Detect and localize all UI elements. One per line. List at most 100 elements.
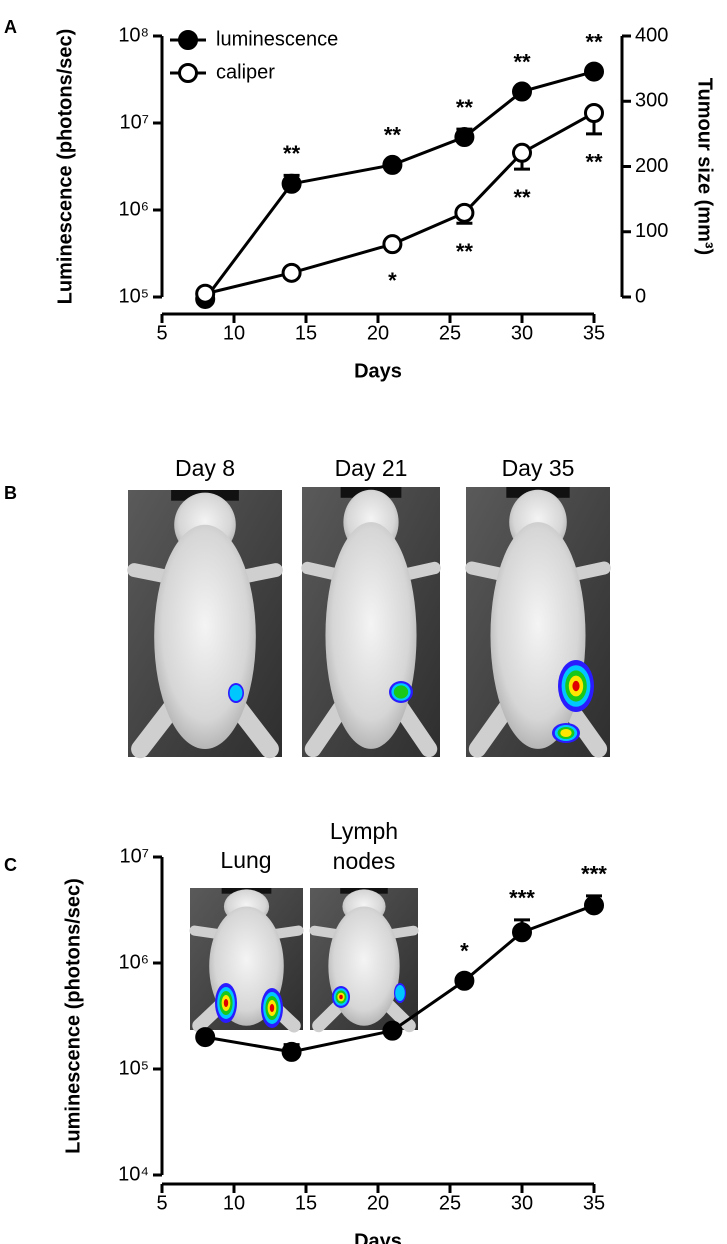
body [154,524,256,749]
limb [131,699,181,759]
x-tick-label: 35 [583,1192,605,1214]
mouse-image [309,888,419,1033]
image-label: Day 8 [175,455,235,481]
y2-tick-label: 100 [635,220,668,242]
significance: ** [384,123,402,148]
limb [561,699,608,758]
legend-label: caliper [216,61,275,83]
significance: ** [456,239,474,264]
significance: *** [581,862,607,887]
y-tick-label: 10⁴ [118,1163,149,1185]
significance: ** [456,95,474,120]
significance: * [388,268,397,293]
y-tick-label: 10⁶ [119,951,149,973]
inset-label: nodes [333,848,396,874]
series-line [204,111,595,296]
data-point [512,142,532,163]
y2-tick-label: 400 [635,24,668,46]
y-tick-label: 10⁷ [120,845,149,867]
legend-label: luminescence [216,28,338,50]
inset-label: Lung [220,847,271,873]
y-tick-label: 10⁵ [118,1057,149,1079]
limb [312,997,347,1033]
y-tick-label: 10⁵ [118,285,149,307]
data-point [584,102,604,123]
body [325,522,417,749]
mouse-image [189,888,304,1033]
data-point [382,154,403,175]
x-tick-label: 30 [511,322,533,344]
data-point [454,127,475,148]
panel-label: C [4,855,17,875]
x-tick-label: 30 [511,1192,533,1214]
series-line [204,903,595,1054]
significance: ** [283,141,301,166]
data-point [195,1027,216,1048]
x-tick-label: 25 [439,322,461,344]
significance: ** [585,29,603,54]
signal [395,985,405,1001]
x-tick-label: 15 [295,1192,317,1214]
x-axis-title: Days [354,1230,402,1244]
body [490,522,586,749]
panel-label: A [4,17,17,37]
body [328,906,400,1026]
data-point [584,895,604,916]
limb [468,699,515,758]
x-tick-label: 5 [156,322,167,344]
data-point [512,922,532,943]
x-tick-label: 35 [583,322,605,344]
signal [393,685,409,699]
significance: ** [513,185,531,210]
x-tick-label: 15 [295,322,317,344]
y2-tick-label: 0 [635,285,646,307]
data-point [281,262,302,283]
mouse-image [301,487,441,758]
significance: *** [509,886,535,911]
significance: ** [513,49,531,74]
legend-marker [178,30,198,50]
y-tick-label: 10⁷ [120,111,149,133]
mouse-image [465,487,611,758]
image-label: Day 35 [502,455,575,481]
significance: * [460,939,469,964]
signal [223,999,229,1007]
panel-label: B [4,483,17,503]
y-axis-title: Luminescence (photons/sec) [62,878,84,1154]
limb [304,700,349,758]
data-point [454,970,475,991]
data-point [195,283,216,304]
x-tick-label: 5 [156,1192,167,1214]
limb [229,699,279,759]
data-point [382,1020,403,1041]
data-point [512,81,532,102]
data-point [281,173,302,194]
x-tick-label: 20 [367,1192,389,1214]
y-axis-title: Luminescence (photons/sec) [54,29,76,305]
x-tick-label: 10 [223,1192,245,1214]
signal [339,994,343,1000]
x-axis-title: Days [354,360,402,382]
image-label: Day 21 [335,455,408,481]
data-point [454,202,475,223]
y2-tick-label: 300 [635,90,668,112]
y2-tick-label: 200 [635,155,668,177]
limb [393,700,438,758]
significance: ** [585,150,603,175]
x-tick-label: 10 [223,322,245,344]
series-line [204,70,595,300]
data-point [382,234,403,255]
signal [269,1004,275,1012]
data-point [281,1041,302,1062]
signal [560,729,572,737]
y-tick-label: 10⁸ [118,24,149,46]
inset-label: Lymph [330,818,398,844]
signal [229,685,243,701]
x-tick-label: 20 [367,322,389,344]
y-tick-label: 10⁶ [119,198,149,220]
mouse-image [127,490,283,759]
legend-marker [178,63,198,83]
y2-axis-title: Tumour size (mm³) [694,78,716,255]
data-point [584,61,604,82]
